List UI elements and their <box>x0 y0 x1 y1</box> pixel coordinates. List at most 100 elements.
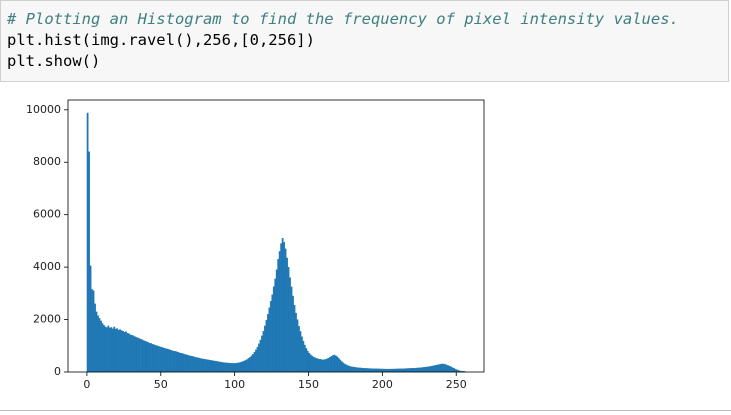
histogram-bar <box>330 356 333 373</box>
histogram-bar <box>439 363 442 373</box>
histogram-bar <box>334 355 337 373</box>
histogram-bar <box>135 337 138 373</box>
histogram-bar <box>244 360 247 373</box>
histogram-bar <box>371 368 374 373</box>
histogram-bar <box>116 328 119 373</box>
histogram-bar <box>405 368 408 373</box>
histogram-bar <box>370 368 373 373</box>
histogram-bar <box>323 359 325 373</box>
code-line: plt.hist(img.ravel(),256,[0,256]) <box>7 31 315 49</box>
histogram-bar <box>201 358 204 373</box>
histogram-bar <box>281 238 284 373</box>
histogram-bar <box>163 347 166 373</box>
histogram-bar <box>238 362 241 373</box>
y-tick-label: 0 <box>54 365 61 378</box>
code-line: plt.show() <box>7 52 101 70</box>
x-tick-label: 250 <box>446 378 467 391</box>
histogram-bar <box>97 315 99 373</box>
histogram-bar <box>182 353 185 373</box>
histogram-bar <box>450 366 452 373</box>
histogram-bar <box>324 359 327 373</box>
histogram-bar <box>407 368 410 373</box>
histogram-bar <box>250 355 253 373</box>
histogram-bar <box>303 344 306 373</box>
histogram-bar <box>299 331 302 373</box>
histogram-bar <box>425 366 427 373</box>
histogram-bar <box>162 347 164 373</box>
histogram-bar <box>123 331 126 373</box>
histogram-bar <box>221 362 223 373</box>
code-comment: # Plotting an Histogram to find the freq… <box>7 10 679 28</box>
histogram-bar <box>117 329 120 373</box>
histogram-bar <box>188 355 191 373</box>
histogram-bar <box>235 362 238 373</box>
histogram-bar <box>367 368 370 373</box>
histogram-bar <box>107 325 110 373</box>
histogram-bar <box>314 357 317 373</box>
histogram-bar <box>142 340 145 373</box>
y-tick-label: 10000 <box>26 103 61 116</box>
histogram-bar <box>148 343 151 373</box>
histogram-bar <box>392 368 395 373</box>
histogram-bar <box>126 333 129 373</box>
histogram-bar <box>348 365 351 373</box>
histogram-bar <box>411 368 414 373</box>
histogram-bar <box>389 368 392 373</box>
histogram-bar <box>147 342 150 373</box>
histogram-bar <box>368 368 371 373</box>
histogram-bar <box>228 362 231 373</box>
histogram-bar <box>252 354 254 373</box>
histogram-bar <box>110 327 113 373</box>
histogram-bar <box>105 327 108 373</box>
histogram-bar <box>190 355 192 373</box>
histogram-bar <box>141 339 144 373</box>
histogram-bar <box>286 257 288 373</box>
axes-frame <box>67 99 485 373</box>
histogram-bar <box>380 368 383 373</box>
histogram-bar <box>170 350 173 373</box>
histogram-bar <box>453 368 455 373</box>
code-cell[interactable]: # Plotting an Histogram to find the freq… <box>0 0 729 82</box>
histogram-bar <box>419 367 421 373</box>
histogram-bar <box>113 326 116 373</box>
histogram-bar <box>196 357 198 373</box>
histogram-bar <box>233 363 235 373</box>
histogram-bar <box>423 367 426 373</box>
histogram-bar <box>154 345 157 373</box>
histogram-bar <box>258 343 260 373</box>
histogram-bar <box>438 364 441 373</box>
histogram-bar <box>312 356 315 373</box>
y-tick-label: 4000 <box>33 260 61 273</box>
histogram-bar <box>169 349 172 373</box>
histogram-bar <box>337 358 340 373</box>
histogram-bar <box>230 363 232 373</box>
histogram-bar <box>240 361 243 373</box>
histogram-bar <box>150 343 153 373</box>
histogram-bar <box>399 368 402 373</box>
histogram-bar <box>104 326 107 373</box>
histogram-bar <box>363 368 365 373</box>
histogram-bar <box>209 360 212 373</box>
histogram-bar <box>136 337 139 373</box>
histogram-bar <box>101 323 104 373</box>
histogram-bar <box>336 356 339 373</box>
histogram-bar <box>179 352 182 373</box>
histogram-bar <box>168 349 170 373</box>
histogram-bar <box>318 359 321 373</box>
histogram-bar <box>309 354 312 373</box>
histogram-bar <box>388 368 390 373</box>
histogram-bar <box>275 269 278 373</box>
histogram-bar <box>396 368 399 373</box>
histogram-bar <box>231 363 234 373</box>
histogram-bar <box>345 364 348 373</box>
histogram-bar <box>333 354 336 373</box>
y-tick-label: 8000 <box>33 155 61 168</box>
histogram-bar <box>200 358 203 373</box>
histogram-bar <box>91 289 93 373</box>
histogram-bar <box>246 359 249 373</box>
histogram-bar <box>351 366 353 373</box>
histogram-bar <box>417 367 420 373</box>
histogram-bar <box>234 363 237 373</box>
histogram-bar <box>289 277 291 373</box>
histogram-bar <box>340 361 343 373</box>
